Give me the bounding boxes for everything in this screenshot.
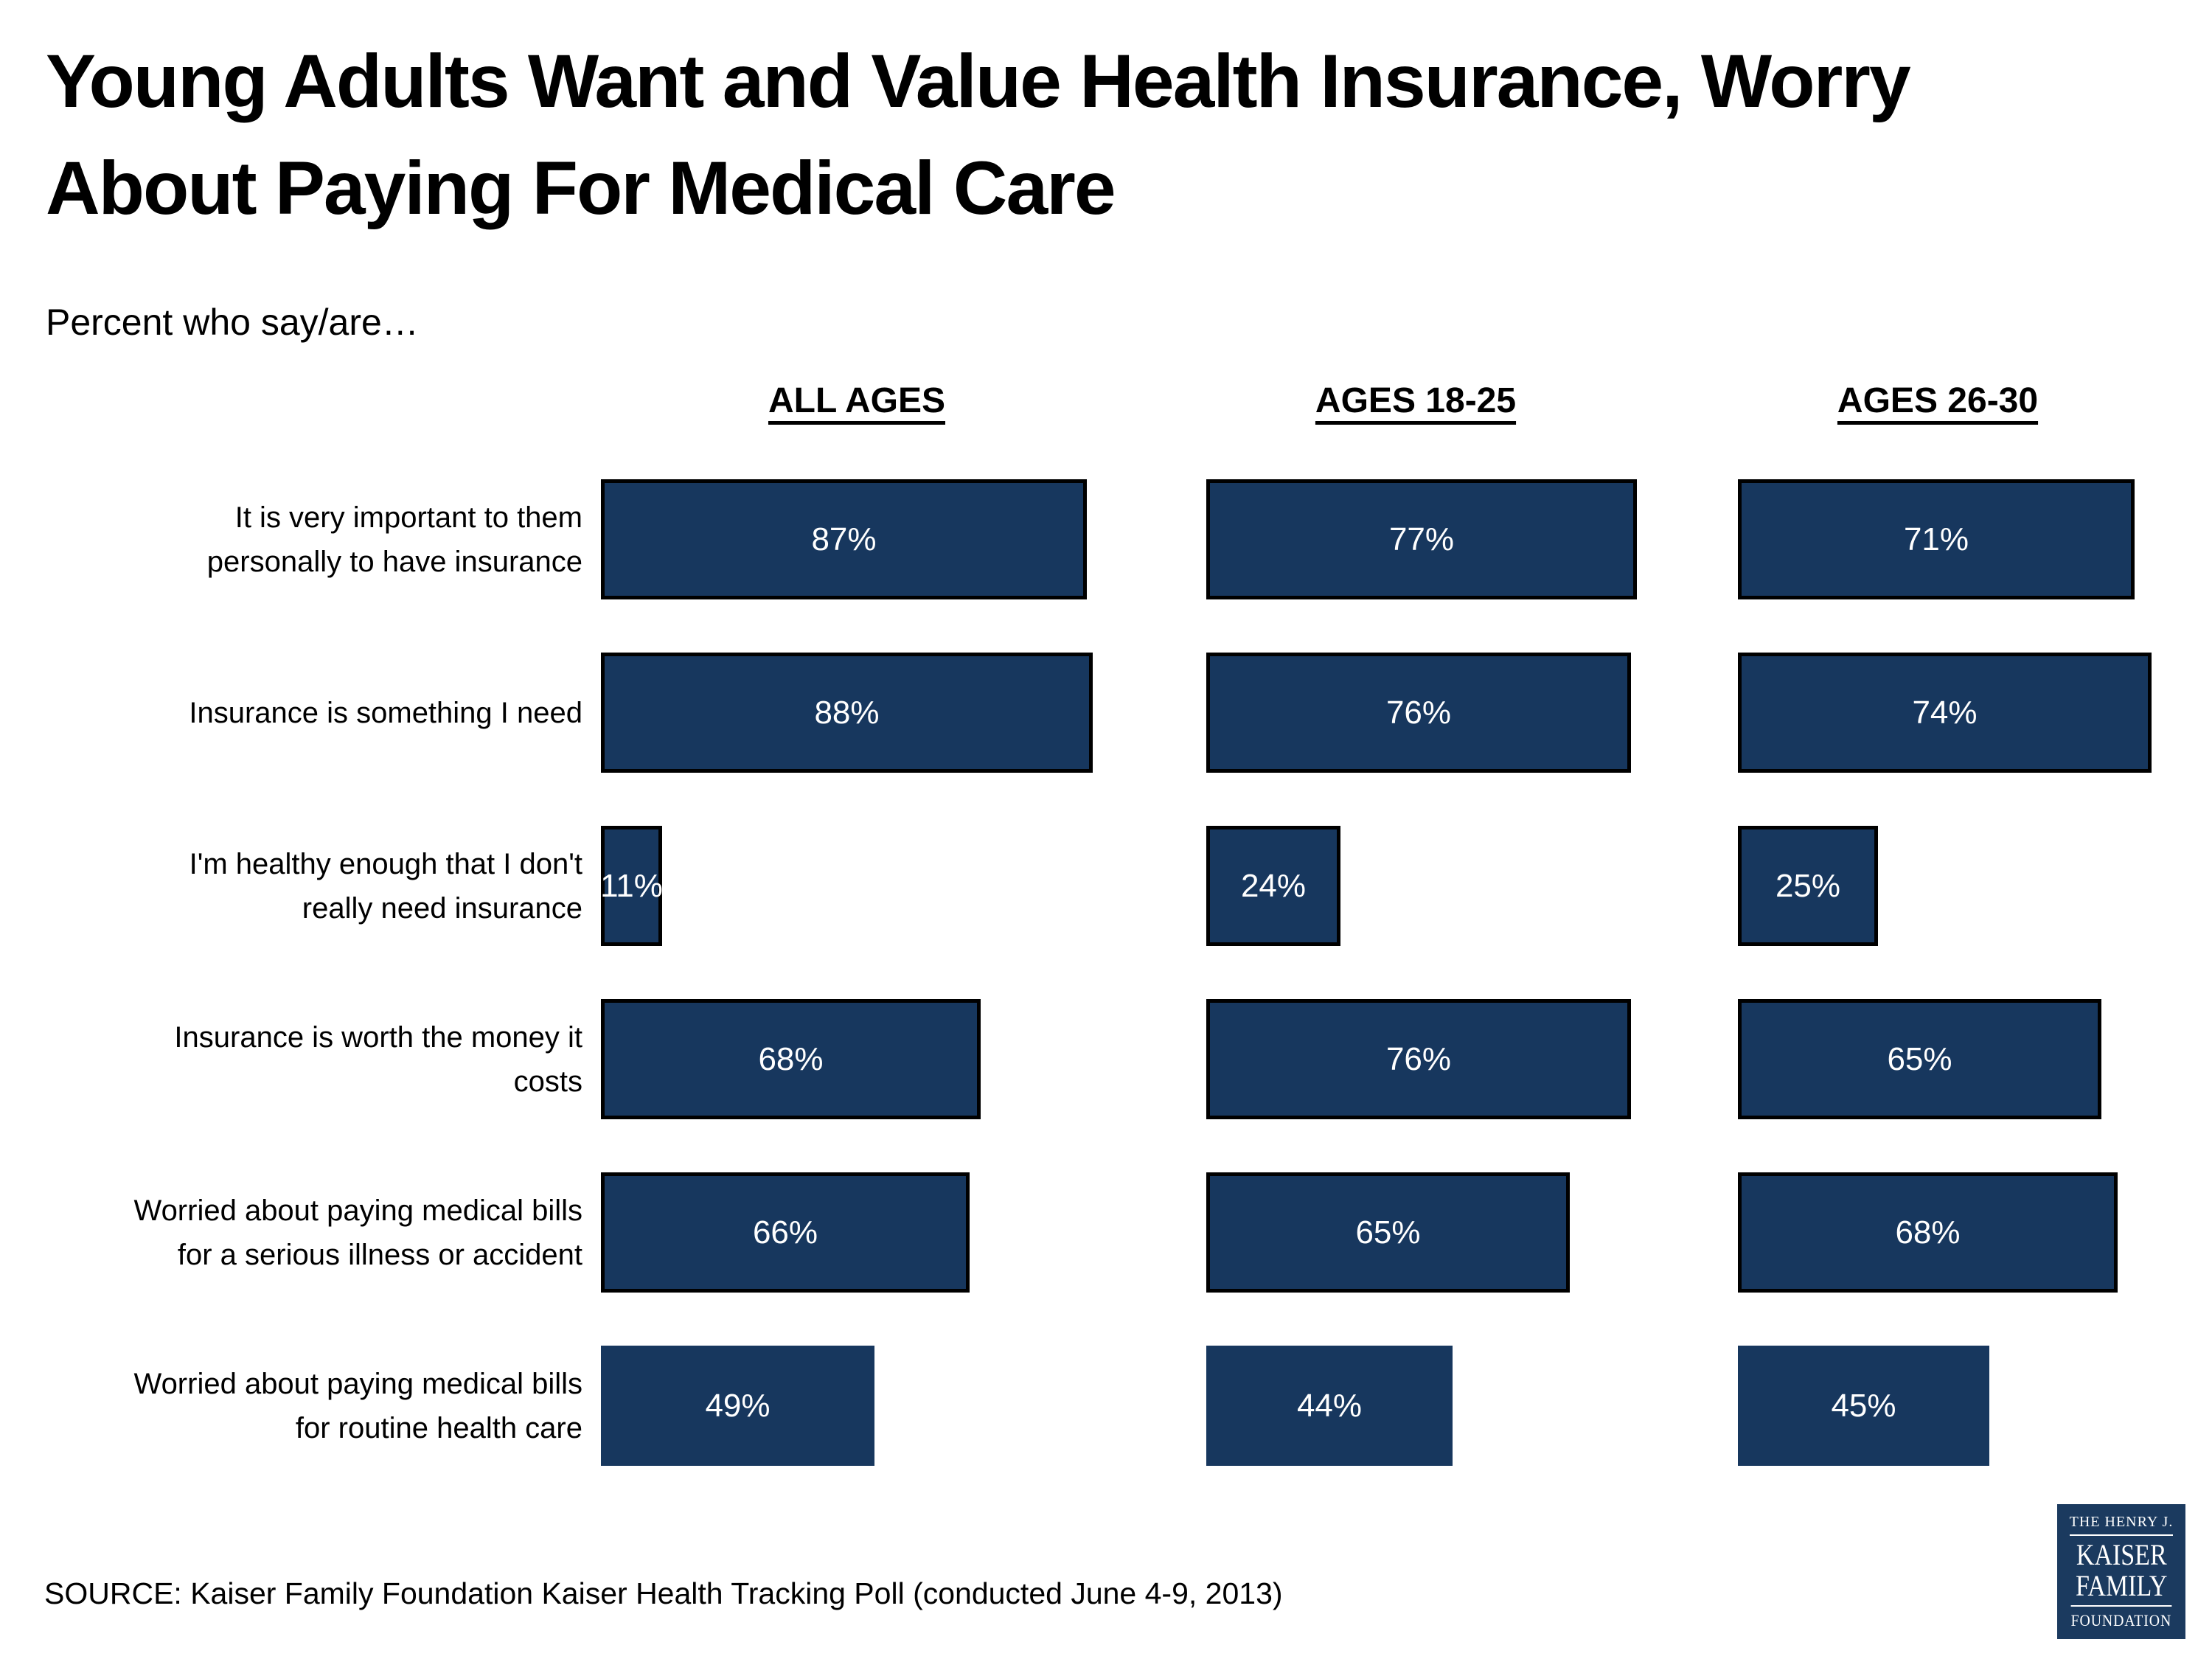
bar-row1-all-ages: 88% (601, 653, 1093, 773)
bar-row3-ages-26-30: 65% (1738, 999, 2101, 1119)
bar-row5-ages-18-25: 44% (1206, 1346, 1453, 1466)
bar-row3-ages-18-25: 76% (1206, 999, 1631, 1119)
bar-row5-ages-26-30: 45% (1738, 1346, 1989, 1466)
logo-line-family: FAMILY (2075, 1568, 2168, 1602)
bar-row4-ages-26-30: 68% (1738, 1172, 2118, 1293)
row-label-1: Insurance is something I need (189, 696, 582, 729)
row-label-4: Worried about paying medical bills for a… (133, 1194, 582, 1271)
kaiser-family-foundation-logo: THE HENRY J. KAISER FAMILY FOUNDATION (2057, 1504, 2185, 1639)
column-header-ages-26-30: AGES 26-30 (1837, 381, 2039, 420)
bar-row5-all-ages: 49% (601, 1346, 874, 1466)
logo-line-kaiser: KAISER (2076, 1537, 2167, 1571)
row-label-5: Worried about paying medical bills for r… (133, 1367, 582, 1444)
bar-row1-ages-18-25: 76% (1206, 653, 1631, 773)
bar-row2-ages-26-30: 25% (1738, 826, 1878, 946)
bar-row0-all-ages: 87% (601, 479, 1087, 599)
bar-row4-all-ages: 66% (601, 1172, 970, 1293)
column-header-all-ages: ALL AGES (768, 381, 946, 420)
chart-subtitle: Percent who say/are… (46, 302, 419, 343)
source-note: SOURCE: Kaiser Family Foundation Kaiser … (44, 1576, 1283, 1610)
bar-row3-all-ages: 68% (601, 999, 981, 1119)
row-label-3: Insurance is worth the money it costs (174, 1020, 582, 1098)
bar-row1-ages-26-30: 74% (1738, 653, 2152, 773)
row-label-2: I'm healthy enough that I don't really n… (189, 847, 582, 925)
bar-row2-all-ages: 11% (600, 826, 663, 946)
bar-row4-ages-18-25: 65% (1206, 1172, 1570, 1293)
column-header-ages-18-25: AGES 18-25 (1315, 381, 1517, 420)
logo-line-the-henry-j: THE HENRY J. (2069, 1514, 2174, 1536)
row-label-0: It is very important to them personally … (206, 501, 582, 578)
chart-title: Young Adults Want and Value Health Insur… (46, 39, 1911, 230)
bar-row0-ages-18-25: 77% (1206, 479, 1637, 599)
bar-row2-ages-18-25: 24% (1206, 826, 1340, 946)
bar-row0-ages-26-30: 71% (1738, 479, 2135, 599)
logo-line-foundation: FOUNDATION (2070, 1604, 2172, 1630)
